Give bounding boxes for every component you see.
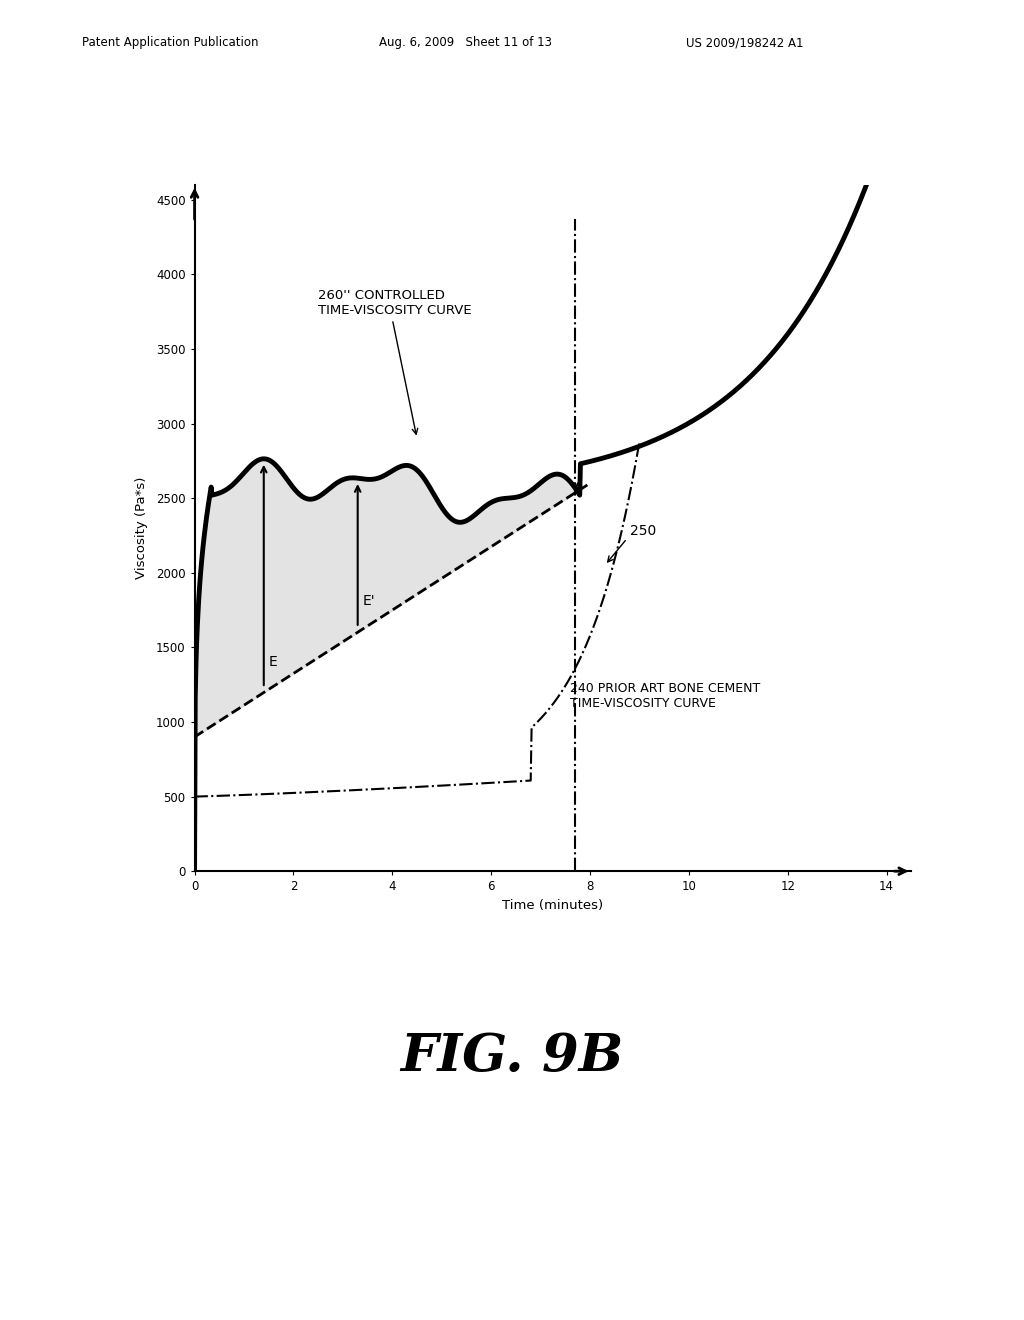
Text: 260'' CONTROLLED
TIME-VISCOSITY CURVE: 260'' CONTROLLED TIME-VISCOSITY CURVE bbox=[318, 289, 472, 317]
Text: E': E' bbox=[362, 594, 375, 609]
X-axis label: Time (minutes): Time (minutes) bbox=[503, 899, 603, 912]
Text: FIG. 9B: FIG. 9B bbox=[400, 1031, 624, 1081]
Text: E: E bbox=[268, 655, 278, 669]
Text: 240 PRIOR ART BONE CEMENT
TIME-VISCOSITY CURVE: 240 PRIOR ART BONE CEMENT TIME-VISCOSITY… bbox=[570, 682, 761, 710]
Y-axis label: Viscosity (Pa*s): Viscosity (Pa*s) bbox=[134, 477, 147, 579]
Text: US 2009/198242 A1: US 2009/198242 A1 bbox=[686, 36, 804, 49]
Text: 250: 250 bbox=[630, 524, 655, 539]
Text: Aug. 6, 2009   Sheet 11 of 13: Aug. 6, 2009 Sheet 11 of 13 bbox=[379, 36, 552, 49]
Text: Patent Application Publication: Patent Application Publication bbox=[82, 36, 258, 49]
